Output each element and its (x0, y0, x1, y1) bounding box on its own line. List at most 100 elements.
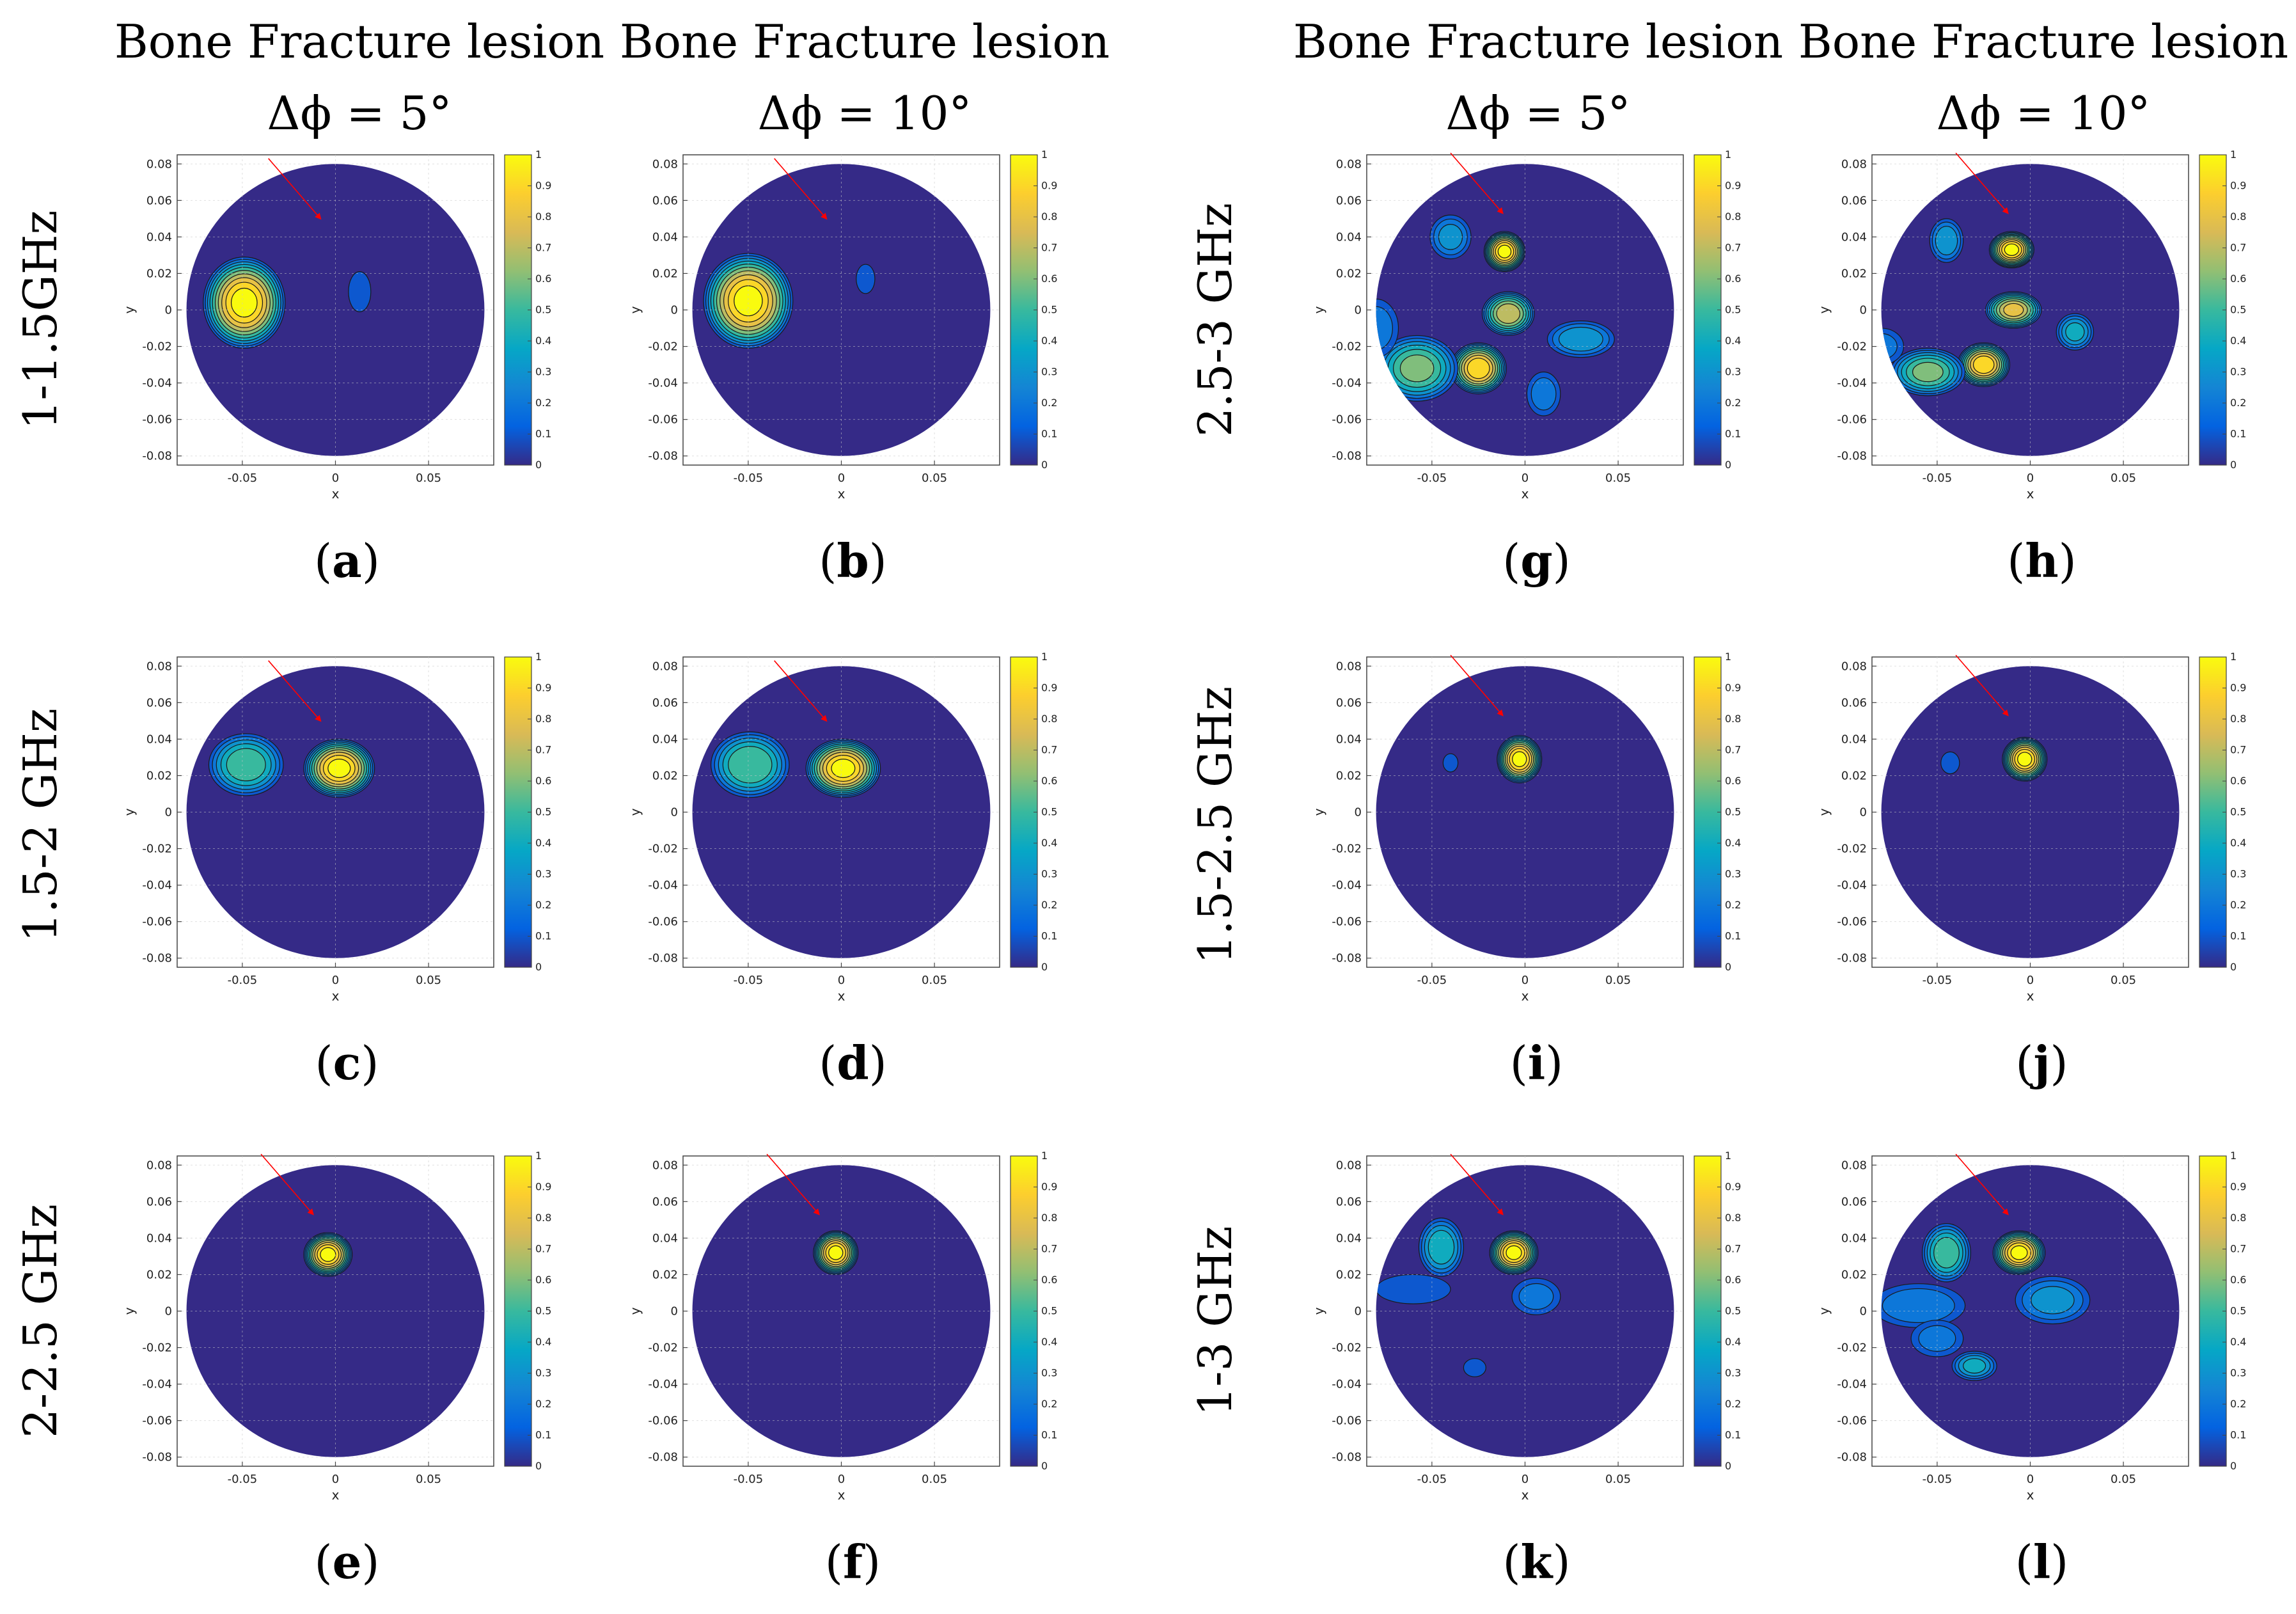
colorbar-tick-label: 0.1 (535, 930, 551, 942)
contour-level-10 (1512, 751, 1527, 768)
colorbar-tick-label: 0 (2230, 961, 2237, 973)
colorbar-tick-label: 0 (535, 459, 542, 471)
lesion-arrow (1450, 152, 1504, 214)
blob-3 (1985, 291, 2042, 329)
blob-1 (703, 253, 794, 349)
y-tick-label: 0.02 (1841, 267, 1867, 280)
colorbar-tick-label: 0.7 (2230, 1243, 2246, 1255)
y-tick-label: -0.02 (142, 1341, 172, 1355)
blob-1 (208, 733, 284, 796)
colorbar-tick-label: 0.2 (1041, 899, 1057, 911)
colorbar-tick-label: 0.8 (1041, 210, 1057, 223)
colorbar-tick-label: 0.5 (2230, 304, 2246, 316)
colorbar-tick-label: 0.7 (2230, 744, 2246, 756)
contour-level-10 (327, 758, 351, 779)
blob-1 (1483, 231, 1526, 273)
x-tick-label: 0.05 (2111, 471, 2136, 485)
x-tick-label: 0.05 (416, 1473, 441, 1486)
y-tick-label: 0.02 (1336, 769, 1362, 782)
y-tick-label: 0.08 (1841, 157, 1867, 171)
y-tick-label: -0.04 (1837, 1378, 1867, 1391)
colorbar-tick-label: 0.2 (2230, 1398, 2246, 1410)
y-tick-label: -0.02 (648, 1341, 678, 1355)
y-tick-label: 0 (1355, 304, 1362, 317)
y-tick-label: -0.02 (648, 843, 678, 856)
y-tick-label: -0.08 (648, 450, 678, 463)
colorbar-tick-label: 0.8 (535, 1212, 551, 1224)
blob-4 (2015, 1276, 2091, 1325)
lesion-arrow (268, 158, 322, 220)
y-tick-label: -0.06 (648, 413, 678, 427)
lesion-arrow (774, 660, 828, 722)
colorbar-tick-label: 0.8 (1041, 713, 1057, 725)
lesion-arrow (766, 1153, 820, 1215)
gridlines (177, 1156, 494, 1466)
contour-level-1 (1463, 1358, 1486, 1377)
colorbar (1694, 1155, 1722, 1467)
y-tick-label: 0 (1860, 806, 1867, 819)
colorbar-tick-label: 0.3 (1041, 1367, 1057, 1379)
x-tick-label: -0.05 (734, 471, 764, 485)
colorbar (1010, 1155, 1038, 1467)
colorbar-tick-label: 0.9 (1041, 1181, 1057, 1193)
colorbar-tick-label: 0.1 (1041, 930, 1057, 942)
contour-level-10 (2010, 1245, 2028, 1260)
x-tick-label: 0.05 (2111, 1473, 2136, 1486)
y-tick-label: 0.06 (1336, 1195, 1362, 1208)
blob-4 (1957, 342, 2011, 387)
lesion-arrow (1955, 654, 2009, 716)
y-tick-label: -0.08 (142, 952, 172, 965)
colorbar-tick-label: 0.2 (2230, 899, 2246, 911)
y-tick-label: 0.04 (1336, 1231, 1362, 1245)
column-title-1-line1: Bone Fracture lesion (114, 15, 604, 68)
blob-2 (1929, 218, 1964, 263)
y-tick-label: -0.04 (1837, 879, 1867, 892)
lesion-arrow (774, 158, 828, 220)
x-tick-label: 0 (1521, 1473, 1529, 1486)
colorbar-tick-label: 0.2 (1725, 397, 1741, 409)
contour-level-7 (1496, 303, 1521, 324)
blob-2 (1940, 751, 1960, 775)
colorbar-tick-label: 0.2 (1041, 397, 1057, 409)
y-tick-label: -0.04 (142, 879, 172, 892)
blob-1 (813, 1230, 859, 1276)
y-axis-label: y (1816, 808, 1832, 816)
colorbar-tick-label: 0.3 (535, 1367, 551, 1379)
colorbar-tick-label: 0.6 (535, 775, 551, 787)
blob-3 (1481, 291, 1535, 336)
colorbar-tick-label: 0.6 (2230, 775, 2246, 787)
colorbar-tick-label: 0.1 (2230, 930, 2246, 942)
x-tick-label: 0 (332, 1473, 339, 1486)
blob-3 (1376, 1274, 1451, 1304)
colorbar-tick-label: 0.4 (1041, 1336, 1057, 1348)
contour-level-10 (320, 1247, 336, 1262)
colorbar-tick-label: 0.1 (1041, 1429, 1057, 1441)
contour-level-10 (831, 758, 856, 779)
panel-grid: 0.08 0.06 0.04 0.02 0 -0.02 -0.04 -0.06 -0.08 -0.… (122, 148, 2246, 1589)
y-tick-label: 0.06 (652, 194, 678, 207)
colorbar-tick-label: 1 (2230, 148, 2237, 161)
colorbar-tick-label: 0.4 (535, 837, 551, 849)
colorbar-tick-label: 0.4 (1725, 335, 1741, 347)
contour-layer (1442, 735, 1543, 784)
contour-level-6 (1399, 354, 1435, 383)
colorbar-tick-label: 0.5 (1725, 806, 1741, 818)
colorbar-tick-label: 0.6 (1041, 775, 1057, 787)
row-label-1: 1-1.5GHz (13, 210, 67, 430)
blob-2 (856, 264, 876, 294)
blob-4 (1450, 342, 1507, 395)
blob-2 (1429, 214, 1472, 260)
x-tick-label: 0.05 (1605, 471, 1631, 485)
y-tick-label: 0.04 (652, 1231, 678, 1245)
y-tick-label: 0.08 (1336, 157, 1362, 171)
y-tick-label: 0.08 (652, 660, 678, 673)
y-tick-label: 0.04 (1841, 1231, 1867, 1245)
colorbar-tick-label: 0.6 (2230, 1274, 2246, 1286)
gridlines (1367, 155, 1683, 465)
x-axis-label: x (838, 486, 845, 502)
x-tick-label: -0.05 (1417, 974, 1447, 987)
contour-layer (203, 257, 372, 349)
blob-2 (303, 738, 375, 798)
gridlines (683, 1156, 1000, 1466)
y-tick-label: -0.08 (1837, 952, 1867, 965)
